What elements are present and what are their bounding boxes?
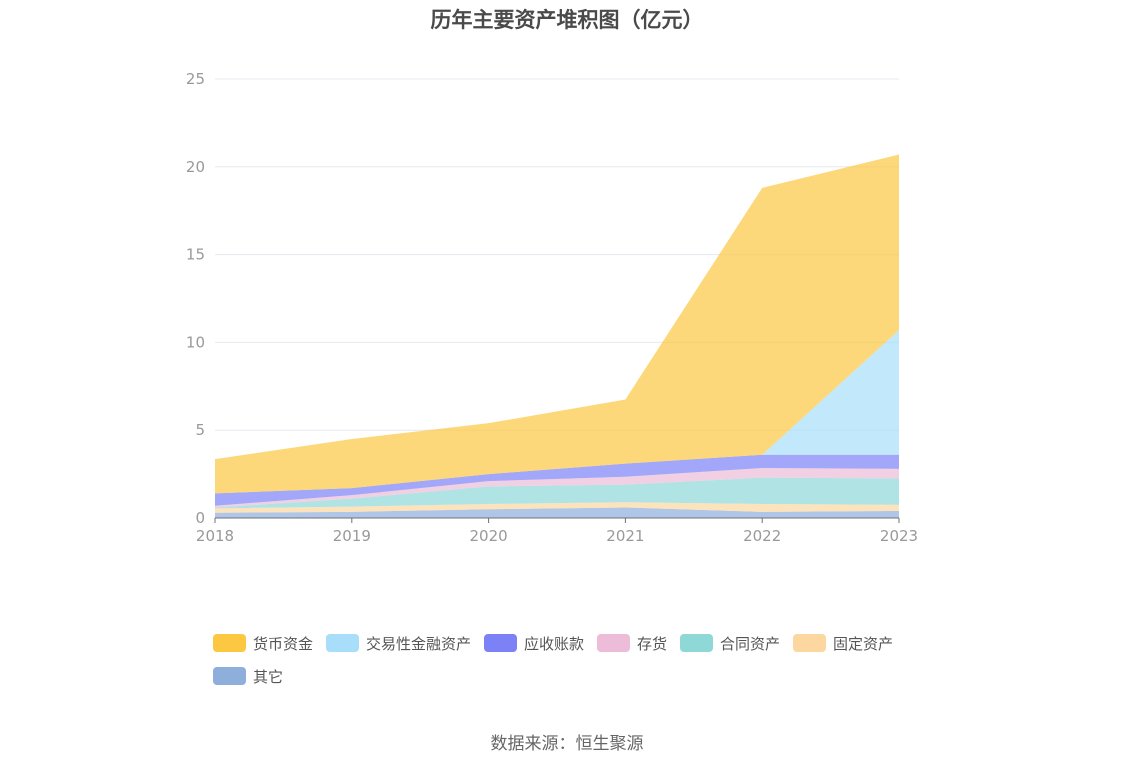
legend-label: 其它 [253,667,284,686]
legend-item-固定资产[interactable]: 固定资产 [793,632,893,654]
area-series-合同资产[interactable] [215,477,899,509]
legend-item-合同资产[interactable]: 合同资产 [680,632,780,654]
legend-label: 合同资产 [720,634,781,653]
legend-item-其它[interactable]: 其它 [213,665,283,687]
source-note: 数据来源：恒生聚源 [490,734,644,754]
legend-label: 固定资产 [833,634,894,653]
x-tick-label: 2019 [333,527,371,545]
legend-item-应收账款[interactable]: 应收账款 [484,632,584,654]
legend-label: 应收账款 [524,634,585,653]
area-series-存货[interactable] [215,467,899,508]
y-tick-label: 0 [195,509,205,527]
x-tick-label: 2020 [470,527,508,545]
y-tick-label: 20 [186,158,205,176]
area-series-layer [215,154,899,518]
legend-item-货币资金[interactable]: 货币资金 [213,632,313,654]
area-series-其它[interactable] [215,507,899,518]
legend-item-存货[interactable]: 存货 [597,632,667,654]
area-series-固定资产[interactable] [215,502,899,513]
legend-label: 交易性金融资产 [366,634,472,653]
legend-label: 货币资金 [253,634,314,653]
chart-title: 历年主要资产堆积图（亿元） [430,8,704,32]
x-tick-label: 2021 [606,527,644,545]
y-tick-label: 15 [186,246,205,264]
legend-item-交易性金融资产[interactable]: 交易性金融资产 [326,632,471,654]
area-series-应收账款[interactable] [215,454,899,506]
y-tick-label: 25 [186,70,205,88]
x-tick-label: 2023 [880,527,918,545]
legend-swatch [793,634,826,652]
legend-swatch [680,634,713,652]
axes: 0 5 10 15 20 25 2018 2019 2020 2021 2022 2023 [186,70,918,545]
legend-label: 存货 [637,634,668,653]
legend-swatch [213,634,246,652]
legend-swatch [326,634,359,652]
y-tick-label: 5 [195,421,205,439]
legend-swatch [213,667,246,685]
y-tick-label: 10 [186,333,205,351]
legend-swatch [597,634,630,652]
x-tick-label: 2018 [196,527,234,545]
legend-swatch [484,634,517,652]
x-tick-label: 2022 [743,527,781,545]
area-series-货币资金[interactable] [215,154,899,494]
